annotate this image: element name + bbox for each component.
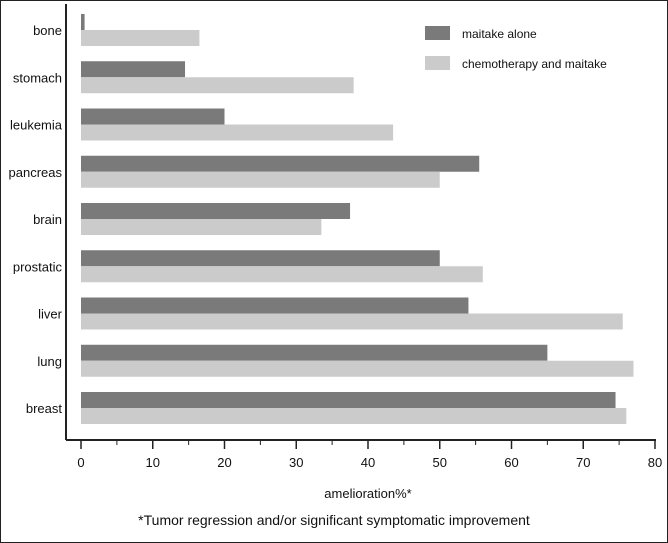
footnote: *Tumor regression and/or significant sym…	[138, 512, 530, 528]
x-axis-label: amelioration%*	[324, 486, 411, 501]
bars-group	[81, 14, 634, 424]
legend-label-series-1: maitake alone	[462, 27, 537, 41]
bar-stomach-series-1	[81, 61, 186, 78]
x-tick-label-80: 80	[648, 455, 662, 470]
bar-bone-series-2	[81, 30, 200, 46]
x-tick-label-30: 30	[289, 455, 303, 470]
x-tick-label-60: 60	[504, 455, 518, 470]
legend-label-series-2: chemotherapy and maitake	[462, 57, 607, 71]
x-tick-label-20: 20	[217, 455, 231, 470]
bar-brain-series-2	[81, 219, 322, 235]
bar-prostatic-series-2	[81, 266, 483, 283]
legend-swatch-series-2	[425, 56, 450, 70]
bar-leukemia-series-2	[81, 124, 394, 141]
category-label-lung: lung	[37, 354, 62, 369]
category-label-stomach: stomach	[13, 70, 62, 85]
bar-lung-series-1	[81, 344, 548, 361]
legend: maitake alone chemotherapy and maitake	[425, 26, 607, 71]
category-label-prostatic: prostatic	[13, 259, 63, 274]
bar-liver-series-1	[81, 297, 469, 314]
bar-prostatic-series-1	[81, 250, 440, 267]
category-label-pancreas: pancreas	[9, 165, 63, 180]
bar-pancreas-series-1	[81, 155, 480, 172]
x-tick-label-70: 70	[576, 455, 590, 470]
category-label-breast: breast	[26, 401, 63, 416]
x-tick-label-40: 40	[361, 455, 375, 470]
bar-stomach-series-2	[81, 77, 354, 94]
bar-bone-series-1	[81, 14, 85, 30]
category-label-bone: bone	[33, 23, 62, 38]
axes-group	[65, 4, 656, 441]
bar-pancreas-series-2	[81, 171, 440, 188]
category-label-leukemia: leukemia	[10, 118, 63, 133]
category-label-liver: liver	[38, 307, 63, 322]
category-label-brain: brain	[33, 212, 62, 227]
bar-brain-series-1	[81, 203, 351, 219]
bar-lung-series-2	[81, 360, 634, 377]
bar-breast-series-2	[81, 408, 627, 424]
x-ticks-group: 0 10 20 30 40 50 60 70 80	[77, 440, 662, 470]
x-tick-label-50: 50	[433, 455, 447, 470]
x-tick-label-10: 10	[146, 455, 160, 470]
bar-leukemia-series-1	[81, 108, 225, 125]
x-tick-label-0: 0	[77, 455, 84, 470]
bar-breast-series-1	[81, 392, 616, 408]
category-labels-group: bone stomach leukemia pancreas brain prostati…	[9, 23, 63, 416]
bar-liver-series-2	[81, 313, 623, 330]
legend-swatch-series-1	[425, 26, 450, 40]
